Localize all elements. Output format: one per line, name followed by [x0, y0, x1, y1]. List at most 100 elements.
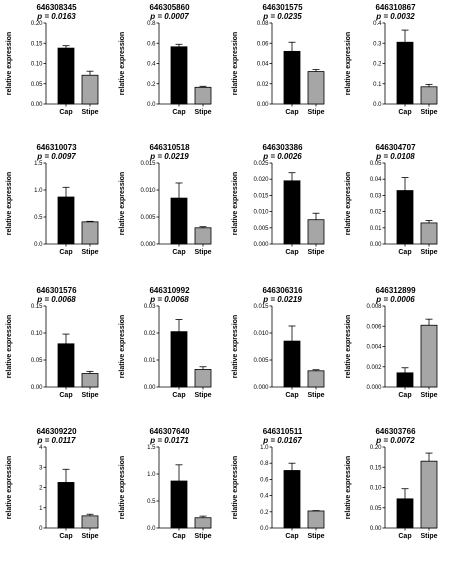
chart-panel: 646310992 p = 0.0068 relative expression 0.… [113, 283, 226, 420]
y-tick-label: 0.15 [31, 41, 43, 47]
y-tick-label: 0.05 [31, 358, 43, 364]
chart-pvalue: p = 0.0108 [376, 152, 415, 161]
chart-title: 646306316 [262, 286, 303, 295]
bar-stipe [420, 86, 438, 105]
chart-pvalue: p = 0.0235 [263, 12, 302, 21]
y-axis-label: relative expression [119, 315, 126, 378]
bar-cap [170, 46, 188, 105]
y-tick-label: 0.03 [370, 193, 382, 199]
y-tick-label: 0.15 [31, 304, 43, 310]
chart-panel: 646301575 p = 0.0235 relative expression 0.… [226, 0, 339, 137]
chart-plot: relative expression 0.00 0.01 0.02 0.03 Cap St… [119, 304, 212, 399]
y-tick-label: 0.2 [260, 510, 269, 516]
y-tick-label: 0.02 [144, 331, 156, 337]
y-axis-label: relative expression [6, 456, 13, 519]
x-tick-label-stipe: Stipe [420, 249, 437, 256]
x-tick-label-stipe: Stipe [307, 249, 324, 256]
y-tick-label: 0.004 [366, 345, 382, 351]
chart-plot: relative expression 0.0 0.2 0.4 0.6 0.8 1.0 Cap… [232, 445, 325, 540]
y-tick-label: 0.4 [260, 494, 269, 500]
y-tick-label: 0.005 [253, 358, 269, 364]
y-tick-label: 0.015 [253, 193, 269, 199]
chart-panel: 646310518 p = 0.0219 relative expression 0.… [113, 140, 226, 277]
y-axis-label: relative expression [232, 172, 239, 235]
y-tick-label: 0.00 [31, 102, 43, 108]
y-tick-label: 0.005 [140, 215, 156, 221]
y-tick-label: 0.0 [147, 102, 156, 108]
chart-title: 646310073 [36, 143, 77, 152]
bar-cap [396, 372, 414, 388]
chart-panel: 646301576 p = 0.0068 relative expression 0.… [0, 283, 113, 420]
chart-title: 646301576 [36, 286, 77, 295]
y-tick-label: 0.0 [147, 526, 156, 532]
y-tick-label: 0.00 [370, 242, 382, 248]
bar-cap [396, 498, 414, 529]
y-axis-label: relative expression [345, 32, 352, 95]
x-tick-label-stipe: Stipe [420, 533, 437, 540]
chart-title: 646303386 [262, 143, 303, 152]
chart-panel: 646309220 p = 0.0117 relative expression 0 1… [0, 424, 113, 561]
x-tick-label-cap: Cap [172, 249, 185, 256]
bar-stipe [420, 324, 438, 388]
y-tick-label: 0.8 [147, 21, 156, 27]
y-tick-label: 0.00 [257, 102, 269, 108]
y-tick-label: 0.0 [373, 102, 382, 108]
y-tick-label: 0.000 [140, 242, 156, 248]
chart-pvalue: p = 0.0219 [263, 295, 302, 304]
y-tick-label: 0.03 [144, 304, 156, 310]
y-tick-label: 0.010 [253, 331, 269, 337]
chart-plot: relative expression 0.000 0.002 0.004 0.006 0… [345, 304, 438, 399]
y-tick-label: 0.005 [253, 226, 269, 232]
chart-pvalue: p = 0.0007 [150, 12, 189, 21]
y-tick-label: 0.00 [144, 385, 156, 391]
x-tick-label-stipe: Stipe [420, 392, 437, 399]
y-tick-label: 0.4 [373, 21, 382, 27]
chart-plot: relative expression 0.00 0.05 0.10 0.15 0.20 C… [345, 445, 438, 540]
y-tick-label: 0.015 [253, 304, 269, 310]
y-tick-label: 0.8 [260, 461, 269, 467]
chart-panel: 646305860 p = 0.0007 relative expression 0.… [113, 0, 226, 137]
chart-panel: 646306316 p = 0.0219 relative expression 0.… [226, 283, 339, 420]
y-tick-label: 0.025 [253, 161, 269, 167]
bar-stipe [420, 222, 438, 245]
chart-pvalue: p = 0.0163 [37, 12, 76, 21]
x-tick-label-stipe: Stipe [194, 392, 211, 399]
y-tick-label: 0.00 [370, 526, 382, 532]
x-tick-label-cap: Cap [285, 392, 298, 399]
y-tick-label: 1.0 [34, 188, 43, 194]
y-tick-label: 0.002 [366, 365, 382, 371]
y-tick-label: 0.4 [147, 62, 156, 68]
y-tick-label: 1.0 [147, 472, 156, 478]
y-tick-label: 0.15 [370, 465, 382, 471]
chart-pvalue: p = 0.0072 [376, 436, 415, 445]
y-tick-label: 4 [39, 445, 43, 451]
bar-cap [170, 197, 188, 245]
bar-stipe [194, 86, 212, 105]
y-tick-label: 1 [39, 506, 43, 512]
chart-title: 646308345 [36, 3, 77, 12]
y-axis-label: relative expression [345, 456, 352, 519]
x-tick-label-cap: Cap [172, 533, 185, 540]
chart-pvalue: p = 0.0171 [150, 436, 189, 445]
chart-plot: relative expression 0.000 0.005 0.010 0.015 C… [119, 161, 212, 256]
chart-title: 646310511 [262, 427, 303, 436]
bar-stipe [420, 460, 438, 529]
x-tick-label-stipe: Stipe [307, 533, 324, 540]
bar-cap [170, 480, 188, 529]
x-tick-label-stipe: Stipe [81, 533, 98, 540]
y-tick-label: 0.02 [370, 210, 382, 216]
chart-pvalue: p = 0.0006 [376, 295, 415, 304]
chart-title: 646301575 [262, 3, 303, 12]
bar-stipe [81, 221, 99, 245]
y-tick-label: 0.010 [253, 210, 269, 216]
chart-panel: 646303766 p = 0.0072 relative expression 0.… [339, 424, 452, 561]
bar-cap [57, 196, 75, 245]
y-tick-label: 0.020 [253, 177, 269, 183]
y-tick-label: 0.0 [34, 242, 43, 248]
x-tick-label-stipe: Stipe [307, 109, 324, 116]
y-tick-label: 0.2 [373, 62, 382, 68]
bar-stipe [81, 74, 99, 105]
y-tick-label: 0.08 [257, 21, 269, 27]
chart-panel: 646310073 p = 0.0097 relative expression 0.… [0, 140, 113, 277]
y-tick-label: 0.01 [144, 358, 156, 364]
